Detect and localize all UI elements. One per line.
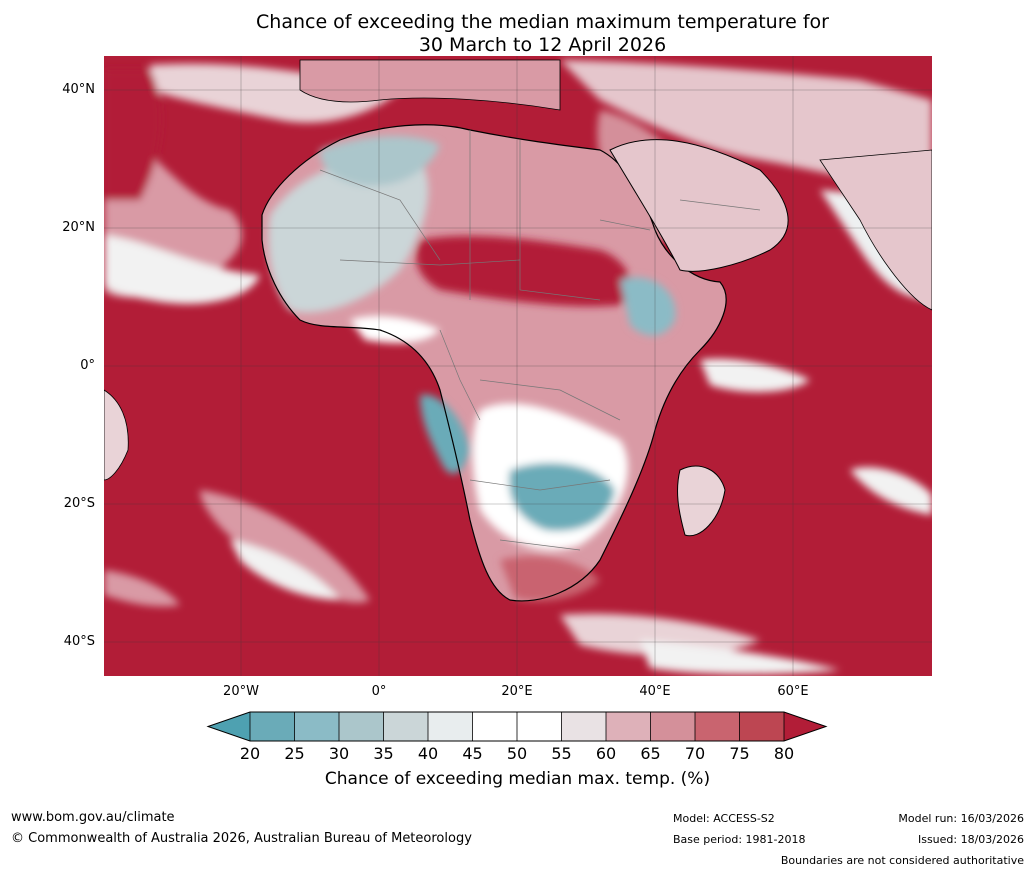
lat-label-40s: 40°S (63, 634, 95, 649)
footer-model: Model: ACCESS-S2 (673, 812, 775, 825)
colorbar-tick-label: 60 (595, 744, 617, 763)
colorbar-segment (695, 712, 740, 741)
footer-issued: Issued: 18/03/2026 (917, 833, 1024, 846)
lon-label-20w: 20°W (223, 684, 259, 699)
colorbar-arrow-high (784, 712, 826, 741)
lat-label-40n: 40°N (62, 82, 95, 97)
colorbar-tick-label: 25 (284, 744, 305, 763)
colorbar-segment (472, 712, 518, 741)
footer-website[interactable]: www.bom.gov.au/climate (11, 810, 175, 825)
colorbar-tick-label: 75 (729, 744, 750, 763)
lon-label-0: 0° (371, 684, 387, 699)
footer-copyright: © Commonwealth of Australia 2026, Austra… (11, 831, 472, 846)
colorbar-segment (383, 712, 429, 741)
footer-disclaimer: Boundaries are not considered authoritat… (780, 854, 1024, 867)
colorbar-segment (294, 712, 340, 741)
lat-label-20s: 20°S (63, 496, 95, 511)
colorbar-tick-label: 50 (506, 744, 528, 763)
map-title-line1: Chance of exceeding the median maximum t… (256, 11, 829, 33)
colorbar-tick-label: 45 (462, 744, 483, 763)
colorbar-arrow-low (208, 712, 250, 741)
colorbar-segment (739, 712, 785, 741)
lat-label-0: 0° (80, 358, 95, 373)
colorbar-tick-label: 80 (773, 744, 795, 763)
lon-label-40e: 40°E (639, 684, 671, 699)
graticule (104, 56, 932, 676)
colorbar-tick-label: 20 (239, 744, 261, 763)
footer-base-period: Base period: 1981-2018 (673, 833, 806, 846)
colorbar-segment (561, 712, 607, 741)
colorbar-segment (517, 712, 562, 741)
map-field (104, 56, 932, 676)
colorbar-tick-label: 30 (328, 744, 350, 763)
colorbar-segment (428, 712, 473, 741)
colorbar-tick-label: 40 (417, 744, 439, 763)
map-title-line2: 30 March to 12 April 2026 (418, 34, 667, 56)
colorbar-tick-label: 55 (551, 744, 572, 763)
southern-ocean-features (104, 358, 932, 675)
lon-label-20e: 20°E (501, 684, 533, 699)
colorbar-segment (606, 712, 651, 741)
lat-label-20n: 20°N (62, 220, 95, 235)
colorbar-tick-label: 70 (684, 744, 706, 763)
footer-model-run: Model run: 16/03/2026 (898, 812, 1024, 825)
colorbar-tick-label: 35 (373, 744, 394, 763)
colorbar-segment (250, 712, 295, 741)
colorbar-label: Chance of exceeding median max. temp. (%… (324, 769, 711, 789)
colorbar-segment (339, 712, 384, 741)
africa-land (104, 59, 932, 602)
colorbar-tick-label: 65 (640, 744, 661, 763)
colorbar-segment (650, 712, 696, 741)
lon-label-60e: 60°E (777, 684, 809, 699)
